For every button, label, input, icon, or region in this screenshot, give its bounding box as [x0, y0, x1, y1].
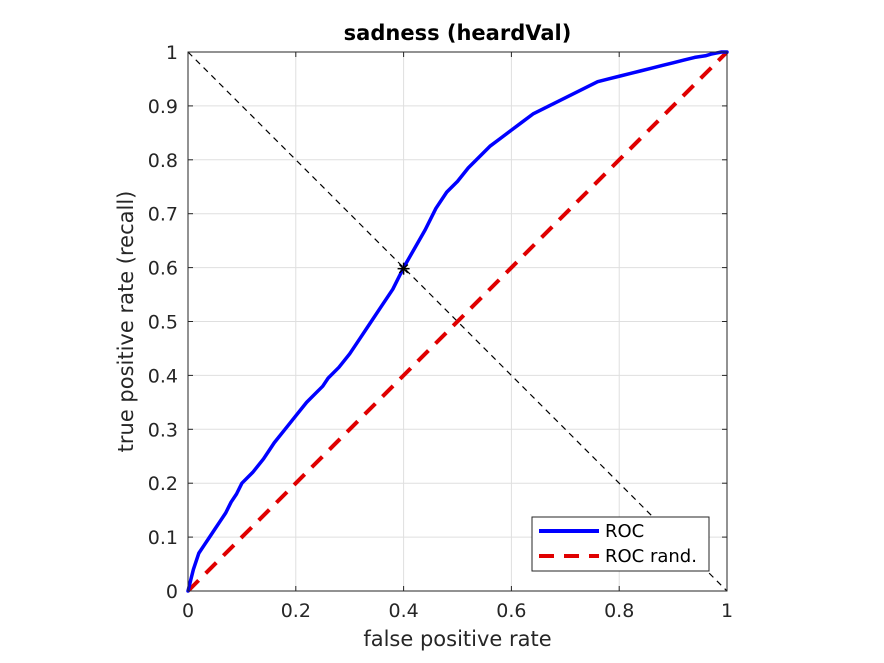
legend-label-roc-rand: ROC rand.: [605, 546, 697, 567]
y-tick-label: 0.8: [148, 150, 178, 172]
x-tick-label: 0: [182, 600, 194, 622]
y-axis-label: true positive rate (recall): [114, 191, 138, 453]
y-tick-label: 0.1: [148, 527, 178, 549]
y-tick-label: 0.3: [148, 419, 178, 441]
ticks-layer: [187, 51, 728, 592]
operating-point-marker: [397, 262, 410, 275]
chart-title: sadness (heardVal): [344, 21, 572, 45]
series-layer: [186, 50, 729, 593]
y-tick-label: 1: [166, 42, 178, 64]
x-axis-label: false positive rate: [363, 627, 551, 651]
x-tick-label: 0.4: [388, 600, 418, 622]
y-tick-label: 0.6: [148, 258, 178, 280]
x-tick-label: 1: [721, 600, 733, 622]
legend: ROC ROC rand.: [531, 516, 710, 572]
series-roc-line: [186, 50, 729, 593]
series-roc-rand-line: [186, 50, 729, 593]
x-tick-label: 0.2: [281, 600, 311, 622]
y-tick-label: 0.5: [148, 312, 178, 334]
y-tick-label: 0.7: [148, 204, 178, 226]
grid-lines: [188, 52, 727, 591]
y-tick-label: 0: [166, 581, 178, 603]
legend-box: [531, 516, 710, 572]
y-tick-label: 0.9: [148, 96, 178, 118]
marker-stroke: [398, 263, 409, 274]
y-tick-label: 0.2: [148, 473, 178, 495]
tick-labels: 0 0.2 0.4 0.6 0.8 1 0 0.1 0.2 0.3 0.4 0.5 0.6 0.7 0.8 0…: [148, 42, 733, 622]
x-tick-label: 0.8: [604, 600, 634, 622]
y-tick-label: 0.4: [148, 365, 178, 387]
legend-label-roc: ROC: [605, 521, 644, 542]
x-tick-label: 0.6: [496, 600, 526, 622]
